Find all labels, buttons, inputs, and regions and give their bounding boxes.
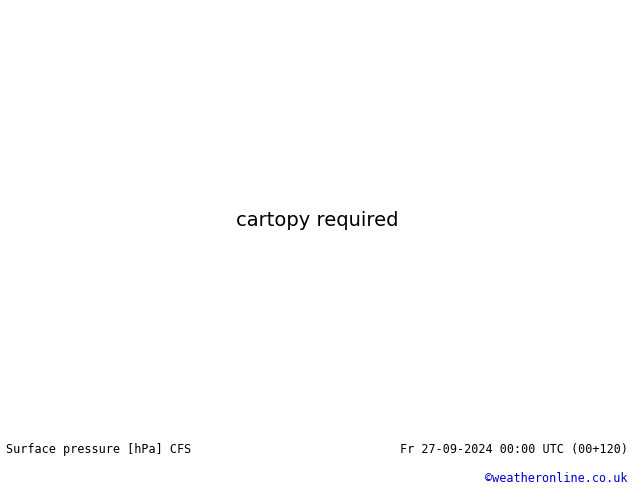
Text: cartopy required: cartopy required bbox=[236, 211, 398, 230]
Text: Fr 27-09-2024 00:00 UTC (00+120): Fr 27-09-2024 00:00 UTC (00+120) bbox=[399, 442, 628, 456]
Text: ©weatheronline.co.uk: ©weatheronline.co.uk bbox=[485, 472, 628, 485]
Text: Surface pressure [hPa] CFS: Surface pressure [hPa] CFS bbox=[6, 442, 191, 456]
